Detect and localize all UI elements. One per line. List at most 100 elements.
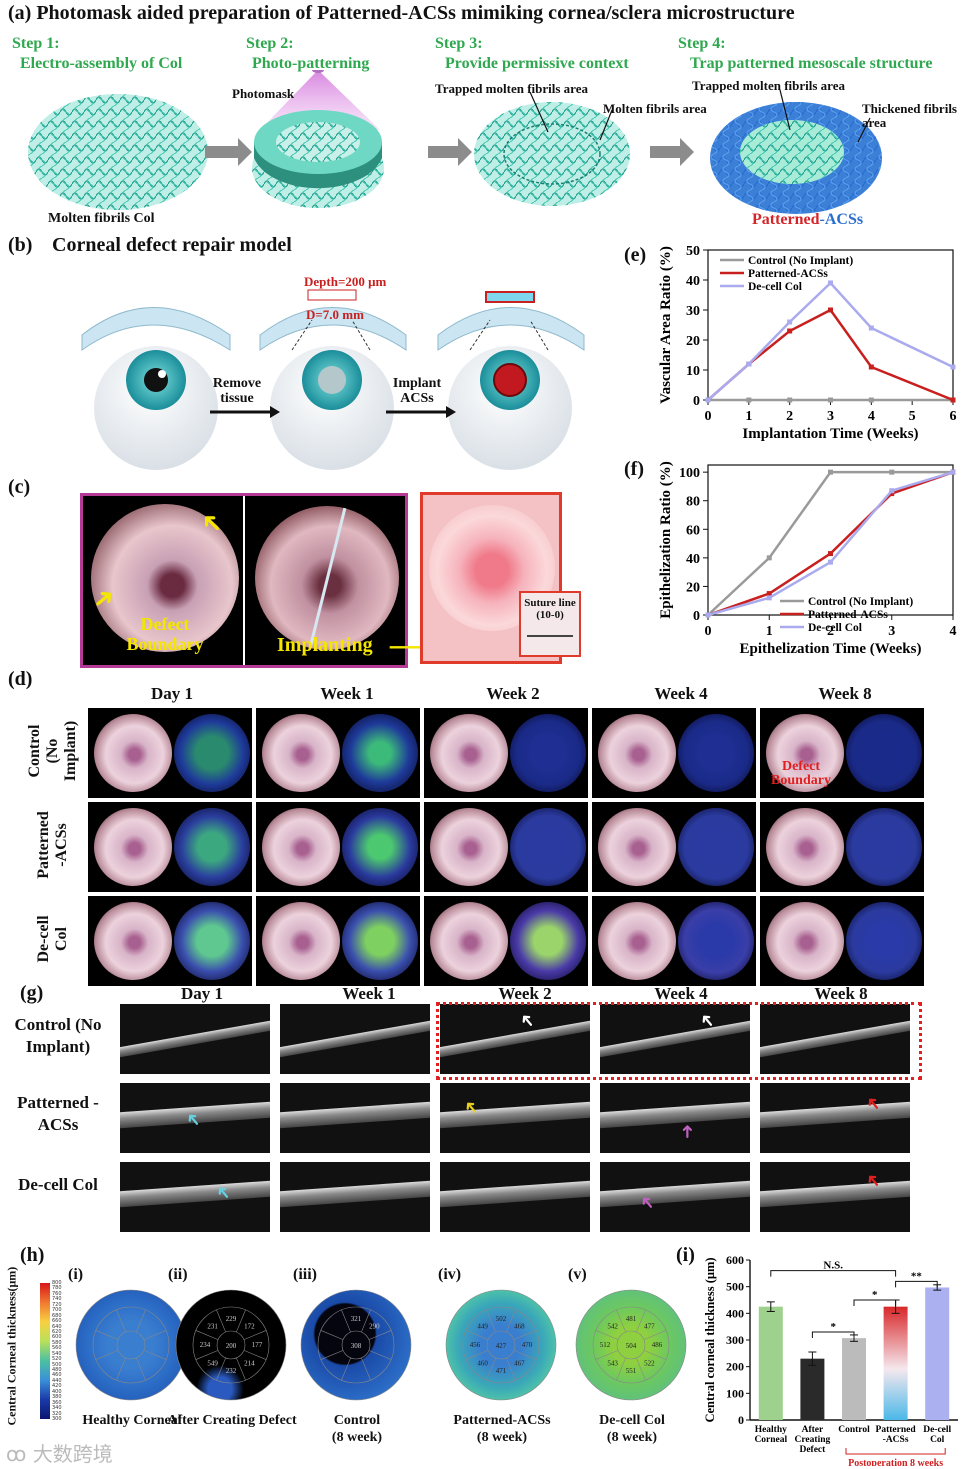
colorbar-tick: 520 [52, 1356, 62, 1363]
slit-lamp-fluorescein [174, 902, 250, 980]
g-col-week1: Week 1 [342, 984, 396, 1003]
slit-lamp-white-light [94, 808, 172, 886]
step-3: Step 3: Provide permissive context [435, 34, 629, 74]
data-point [766, 595, 772, 601]
slit-lamp-fluorescein [846, 902, 922, 980]
watermark: ꝏ 大数跨境 [6, 1438, 113, 1467]
map-center-value: 308 [351, 1342, 362, 1350]
d-col-week8: Week 8 [818, 684, 872, 703]
panel-f-label: (f) [624, 458, 644, 480]
map-inner-ring [216, 1330, 246, 1360]
colorbar-ticks: 800 780 760 740 720 700 680 660 640 620 600 580 560 5… [52, 1280, 76, 1422]
oct-corneal-layer [440, 1179, 590, 1209]
category-label: Creating [795, 1435, 831, 1445]
map-sector-line [143, 1350, 167, 1360]
oct-corneal-layer [280, 1100, 430, 1130]
map-sector-line [368, 1350, 392, 1360]
map-sector-value: 549 [207, 1359, 218, 1367]
data-point [766, 591, 772, 597]
category-label: Defect [799, 1445, 826, 1455]
map-outer-ring [445, 1289, 557, 1401]
map-sector-line [513, 1350, 537, 1360]
process-arrow-1 [205, 138, 252, 166]
thickness-map-fill [446, 1290, 556, 1400]
label-molten-col: Molten fibrils Col [48, 211, 155, 226]
thickness-map: 308 321 290 [300, 1289, 412, 1401]
map-sector-value: 460 [477, 1359, 488, 1367]
map-sector-value: 234 [200, 1341, 211, 1349]
oct-scan: ➜ [440, 1004, 590, 1074]
map-sector-line [116, 1357, 126, 1381]
g-col-week4: Week 4 [654, 984, 708, 1003]
bar [800, 1358, 825, 1420]
x-tick-label: 3 [888, 624, 895, 639]
category-label: -ACSs [883, 1435, 909, 1445]
surgery-photo-frame: ➜ ➜ Defect Boundary Implanting [80, 493, 408, 668]
data-point [868, 325, 874, 331]
diameter-label: D=7.0 mm [306, 307, 364, 322]
data-point [950, 469, 956, 475]
colorbar-tick: 680 [52, 1312, 62, 1319]
suture-label: Suture line (10-0) [524, 597, 576, 621]
oct-scan [280, 1162, 430, 1232]
thickness-map-caption: Healthy Corneal [52, 1412, 212, 1429]
slit-lamp-white-light [94, 714, 172, 792]
colorbar-tick: 420 [52, 1383, 62, 1390]
step-2-num: Step 2: [246, 35, 294, 52]
g-col-week2: Week 2 [498, 984, 552, 1003]
slit-lamp-fluorescein [678, 808, 754, 886]
fabrication-illustration [28, 70, 882, 214]
oct-corneal-layer [280, 1179, 430, 1209]
thickness-map-caption-title: De-cell Col [599, 1413, 665, 1428]
bar [758, 1306, 783, 1420]
y-tick-label: 0 [693, 609, 700, 624]
step-2: Step 2: Photo-patterning [246, 34, 369, 74]
colorbar-tick: 600 [52, 1334, 62, 1341]
slit-lamp-white-light [598, 714, 676, 792]
slit-lamp-white-light [262, 714, 340, 792]
colorbar-tick: 780 [52, 1285, 62, 1292]
y-tick-label: 30 [686, 304, 700, 319]
map-sector-value: 542 [607, 1323, 618, 1331]
oct-corneal-layer [120, 1017, 270, 1061]
map-sector-line [143, 1330, 167, 1340]
colorbar-label: Central Corneal thickness(μm) [4, 1266, 19, 1425]
oct-scan: ➜ [600, 1004, 750, 1074]
data-point [787, 319, 793, 325]
map-sector-line [95, 1350, 119, 1360]
oct-highlight-box [436, 1002, 922, 1080]
slit-lamp-fluorescein [342, 902, 418, 980]
colorbar-tick: 760 [52, 1290, 62, 1297]
map-sector-value: 456 [470, 1341, 481, 1349]
map-sector-line [465, 1350, 489, 1360]
map-sector-line [236, 1309, 246, 1333]
map-sector-value: 470 [522, 1341, 533, 1349]
map-center-value: 504 [626, 1342, 637, 1350]
thickness-map-fill [576, 1290, 686, 1400]
map-sector-line [595, 1330, 619, 1340]
colorbar-tick: 340 [52, 1405, 62, 1412]
oct-corneal-layer [760, 1100, 910, 1130]
map-center-value: 427 [496, 1342, 507, 1350]
step-1: Step 1: Electro-assembly of Col [12, 34, 182, 74]
slit-lamp-cell [256, 896, 420, 986]
map-sector-line [320, 1330, 344, 1340]
x-tick-label: 4 [950, 624, 957, 639]
y-axis-title: Epithelization Ratio (%) [658, 461, 674, 619]
colorbar-tick: 480 [52, 1367, 62, 1374]
label-patterned-acss: Patterned-ACSs [752, 211, 863, 229]
map-sector-line [361, 1357, 371, 1381]
thickness-map-caption-sub: (8 week) [606, 1430, 658, 1445]
data-point [889, 491, 895, 497]
significance-label: N.S. [823, 1260, 843, 1272]
x-tick-label: 3 [827, 409, 834, 424]
data-point [828, 307, 833, 313]
map-sector-line [506, 1357, 516, 1381]
panel-d-label: (d) [8, 668, 33, 690]
watermark-text: 大数跨境 [32, 1442, 113, 1466]
data-point [868, 364, 874, 370]
slit-lamp-white-light [262, 902, 340, 980]
map-sector-value: 290 [369, 1323, 380, 1331]
map-sector-line [136, 1309, 146, 1333]
colorbar-tick: 720 [52, 1301, 62, 1308]
